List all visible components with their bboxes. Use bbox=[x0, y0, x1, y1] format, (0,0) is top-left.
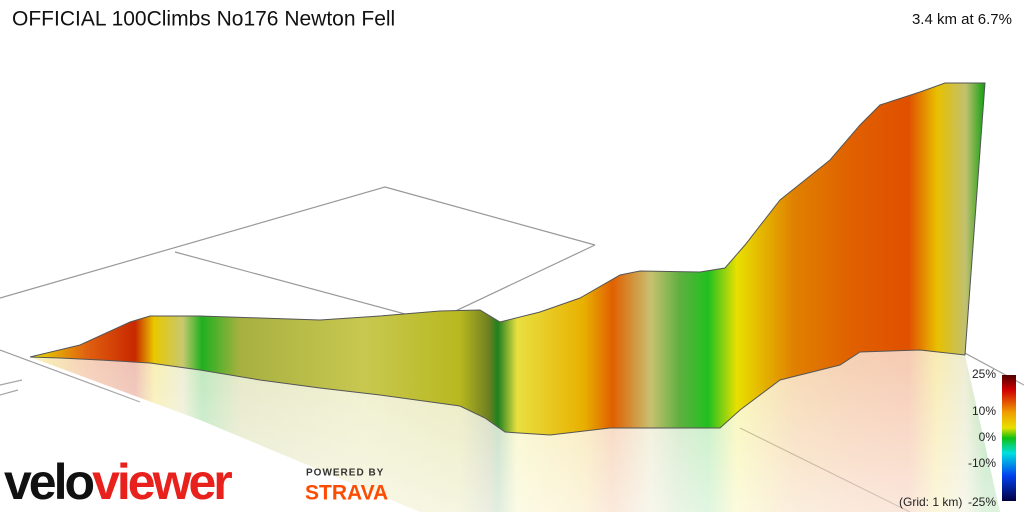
grid-note: (Grid: 1 km) bbox=[899, 495, 962, 509]
logo-velo: velo bbox=[4, 454, 94, 510]
gradient-scale bbox=[1002, 375, 1016, 501]
scale-label: -10% bbox=[968, 456, 996, 470]
strava-logo: STRAVA bbox=[305, 482, 388, 505]
title: OFFICIAL 100Climbs No176 Newton Fell bbox=[12, 8, 395, 31]
scale-label: 10% bbox=[972, 404, 996, 418]
summary: 3.4 km at 6.7% bbox=[912, 11, 1012, 28]
powered-by: POWERED BY bbox=[306, 468, 384, 479]
logo-viewer: viewer bbox=[92, 454, 232, 510]
scale-label: 25% bbox=[972, 367, 996, 381]
scale-label: -25% bbox=[968, 495, 996, 509]
elevation-profile bbox=[29, 82, 986, 436]
scale-label: 0% bbox=[979, 430, 997, 444]
logo: veloviewer bbox=[4, 454, 232, 510]
